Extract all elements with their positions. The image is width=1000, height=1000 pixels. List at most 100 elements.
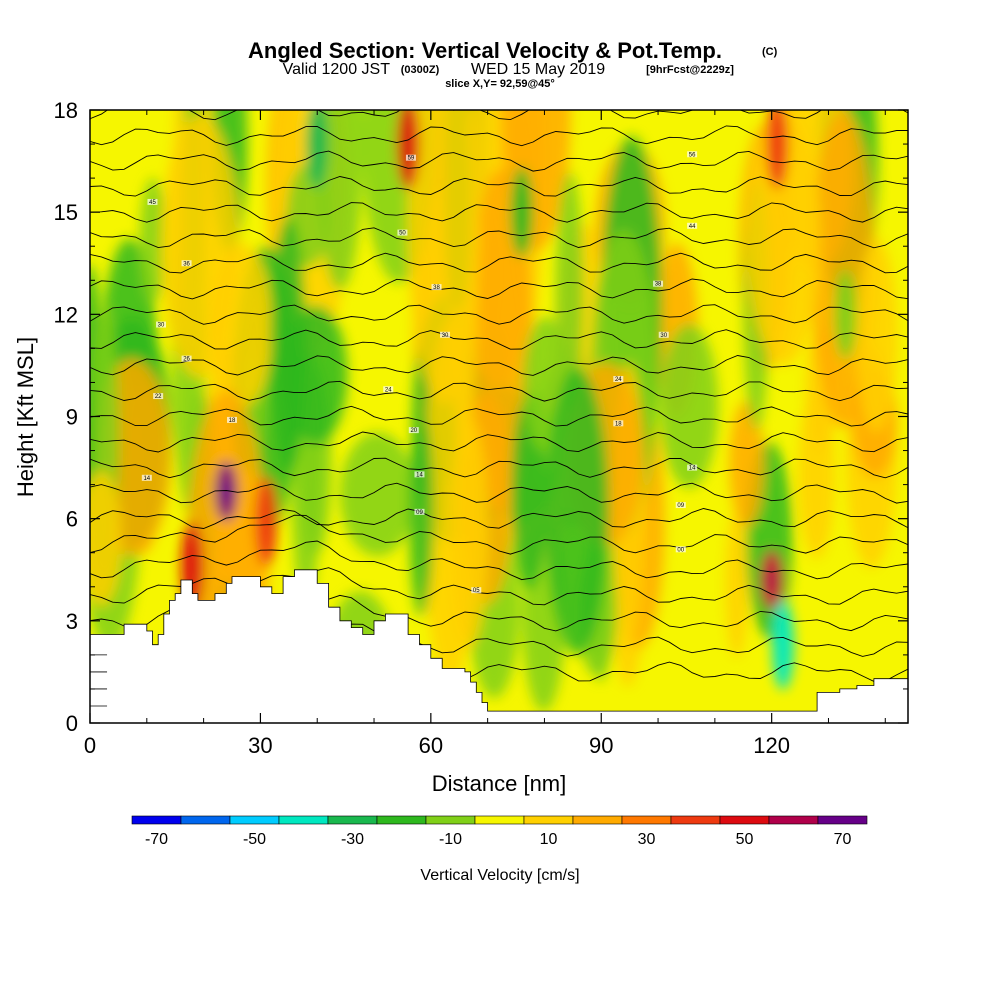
colorbar-swatch: [817, 815, 868, 825]
field-feature: [397, 110, 420, 190]
contour-label-bg: [431, 284, 442, 291]
y-tick-label: 18: [54, 98, 78, 123]
colorbar-swatch: [523, 815, 574, 825]
field-feature-core: [221, 475, 232, 508]
x-tick-label: 90: [589, 733, 613, 758]
contour-label-bg: [414, 508, 425, 515]
contour-label-bg: [675, 546, 686, 553]
contour-label: 18: [615, 421, 622, 427]
x-tick-label: 0: [84, 733, 96, 758]
field-band: [855, 239, 898, 433]
pot-temp-contour: [90, 202, 908, 223]
contour-label: 38: [433, 285, 440, 291]
contour-label-bg: [687, 222, 698, 229]
field-band: [725, 510, 749, 658]
contour-label: 09: [677, 503, 684, 509]
contour-label: 18: [229, 418, 236, 424]
y-tick-label: 9: [66, 405, 78, 430]
pot-temp-contour: [90, 457, 908, 479]
y-tick-label: 0: [66, 711, 78, 736]
colorbar-tick-label: 70: [834, 831, 852, 848]
y-tick-label: 15: [54, 200, 78, 225]
subtitle-slice: slice X,Y= 92,59@45°: [445, 78, 555, 90]
contour-label: 30: [442, 333, 449, 339]
colorbar-swatch: [180, 815, 231, 825]
contour-label: 59: [408, 156, 415, 162]
pot-temp-contour: [90, 355, 908, 376]
pot-temp-contour: [90, 278, 908, 300]
pot-temp-contour: [90, 508, 908, 529]
colorbar-swatch: [474, 815, 525, 825]
y-axis-title: Height [Kft MSL]: [13, 337, 38, 497]
field-band: [798, 389, 835, 559]
field-band: [90, 470, 122, 607]
contour-label-bg: [658, 331, 669, 338]
contour-label: 09: [416, 510, 423, 516]
contour-label-bg: [153, 393, 164, 400]
field-feature-core: [766, 563, 777, 596]
contour-label: 14: [689, 466, 696, 472]
title-main: Angled Section: Vertical Velocity & Pot.…: [248, 38, 722, 63]
pot-temp-contour: [90, 304, 908, 325]
contour-label-bg: [141, 474, 152, 481]
contour-label-bg: [675, 502, 686, 509]
contour-label-bg: [227, 416, 238, 423]
colorbar-swatch: [768, 815, 819, 825]
contour-label-bg: [408, 427, 419, 434]
colorbar-title: Vertical Velocity [cm/s]: [420, 867, 579, 884]
colorbar-tick-label: -10: [439, 831, 462, 848]
pot-temp-contour: [90, 125, 908, 147]
x-axis: 0 30 60 90 120: [84, 110, 886, 758]
colorbar-tick-label: -30: [341, 831, 364, 848]
colorbar-swatch: [670, 815, 721, 825]
pot-temp-contour: [90, 150, 908, 172]
chart-title: Angled Section: Vertical Velocity & Pot.…: [248, 38, 778, 90]
field-feature: [772, 599, 795, 690]
contour-label: 38: [655, 282, 662, 288]
contour-label-bg: [687, 464, 698, 471]
subtitle-utc: (0300Z): [401, 64, 440, 76]
colorbar-tick-label: 10: [540, 831, 558, 848]
contour-label: 26: [183, 357, 190, 363]
contour-label: 05: [473, 588, 480, 594]
pot-temp-contour: [90, 227, 908, 249]
contour-label: 56: [689, 152, 696, 158]
x-tick-label: 120: [753, 733, 790, 758]
field-feature: [834, 269, 857, 360]
contour-label-bg: [147, 198, 158, 205]
colorbar-swatch: [376, 815, 427, 825]
contour-label-bg: [613, 376, 624, 383]
colorbar-swatch: [621, 815, 672, 825]
field-feature: [255, 477, 278, 568]
contour-label: 20: [410, 428, 417, 434]
field-band: [729, 400, 764, 527]
contour-label-bg: [687, 151, 698, 158]
contour-label-bg: [383, 386, 394, 393]
contour-label: 00: [677, 547, 684, 553]
y-tick-label: 6: [66, 507, 78, 532]
contour-label: 22: [155, 394, 162, 400]
contour-label-bg: [440, 331, 451, 338]
pot-temp-contour: [90, 431, 908, 453]
pot-temp-contour: [90, 380, 908, 402]
field-band: [271, 216, 307, 475]
field-band: [448, 414, 489, 649]
colorbar-swatch: [131, 815, 182, 825]
colorbar-swatch: [719, 815, 770, 825]
pot-temp-contour: [90, 540, 908, 581]
colorbar-tick-label: -50: [243, 831, 266, 848]
colorbar-tick-label: 50: [736, 831, 754, 848]
pot-temp-contour: [90, 567, 908, 606]
contour-label: 24: [385, 387, 392, 393]
field-feature: [510, 167, 533, 258]
contour-label-bg: [613, 420, 624, 427]
contour-label-bg: [181, 260, 192, 267]
field-band: [317, 110, 363, 291]
field-band: [340, 432, 416, 557]
subtitle-valid: Valid 1200 JST: [283, 61, 391, 78]
contour-label: 14: [416, 472, 423, 478]
contour-label: 45: [149, 200, 156, 206]
field-band: [407, 110, 480, 404]
